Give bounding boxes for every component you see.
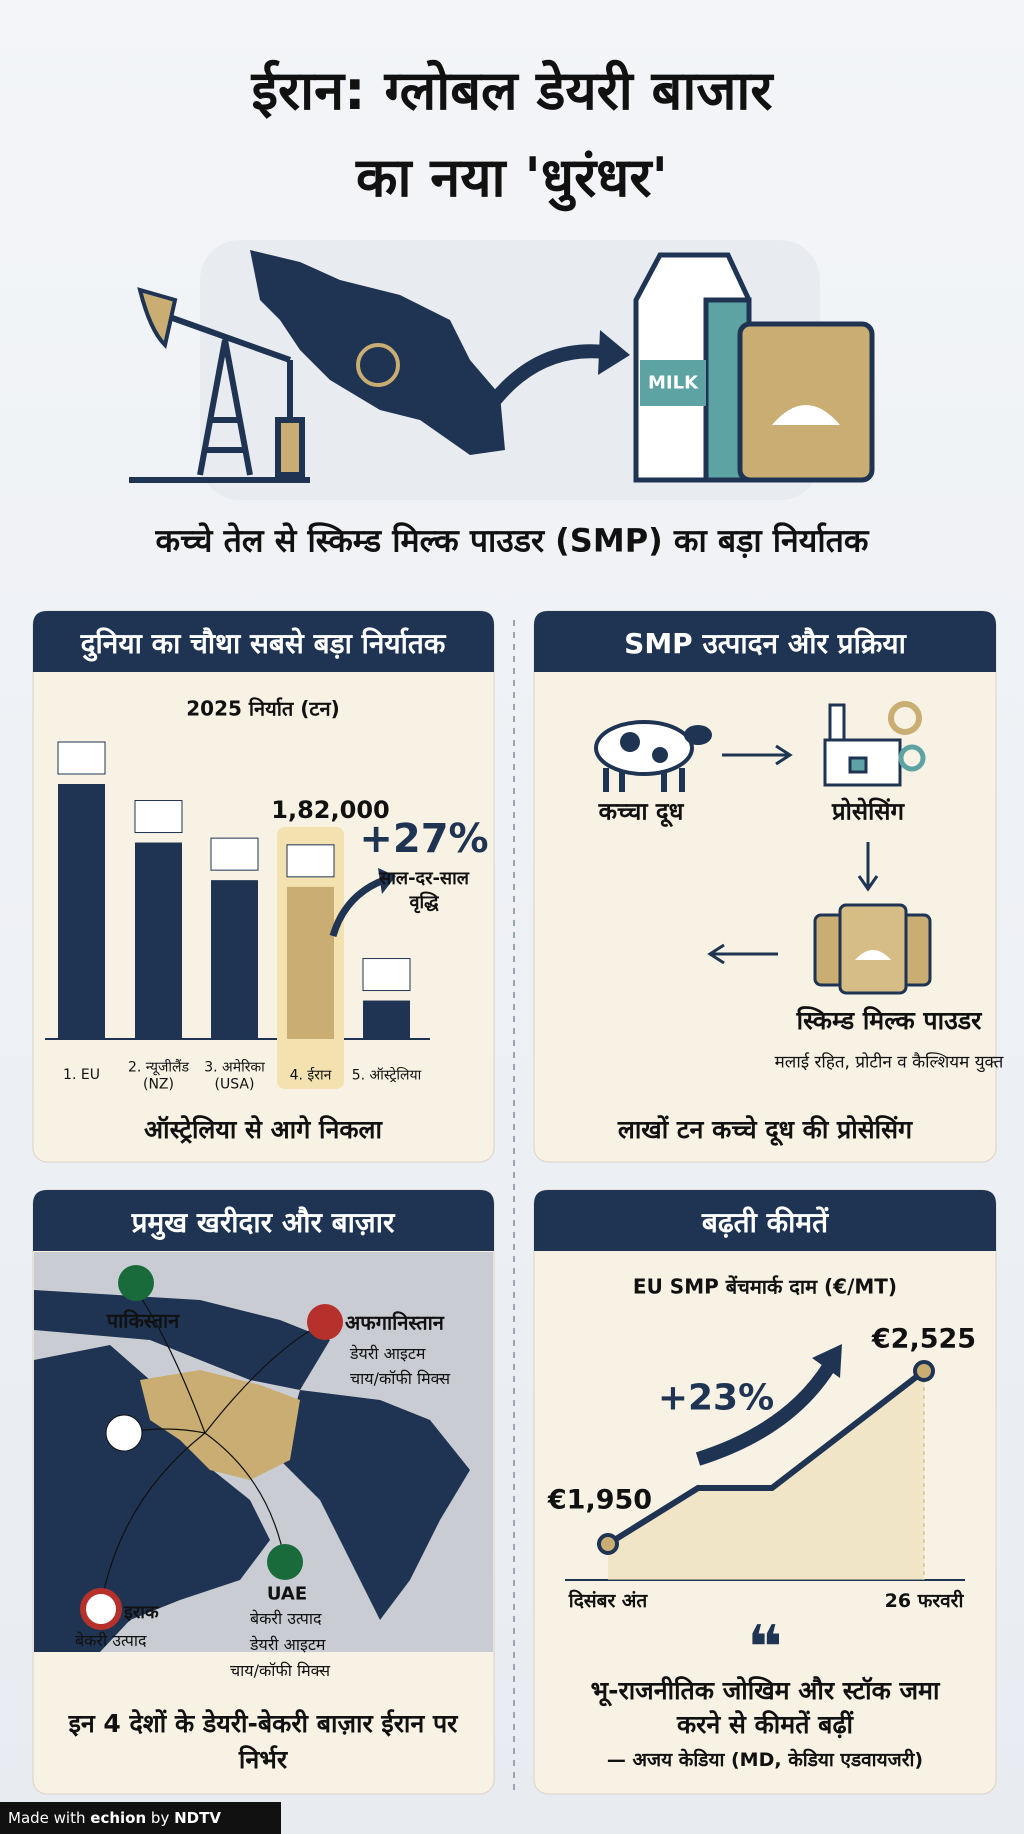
- footer-credit: Made with echion by NDTV: [8, 1809, 221, 1827]
- country-item: चाय/कॉफी मिक्स: [230, 1661, 331, 1680]
- panel-footer: लाखों टन कच्चे दूध की प्रोसेसिंग: [617, 1115, 913, 1144]
- value-label: €1,950: [547, 1484, 653, 1516]
- flow-arrow: [707, 943, 778, 965]
- oil-pump-icon: [129, 307, 310, 483]
- x-tick-label: 4. ईरान: [289, 1067, 332, 1084]
- connection-lines: [100, 1289, 326, 1606]
- title: ईरान: ग्लोबल डेयरी बाजार: [251, 59, 773, 122]
- trend-arrow-head: [812, 1344, 842, 1378]
- chart-title: 2025 निर्यात (टन): [186, 696, 340, 721]
- cow-icon: [594, 720, 712, 792]
- x-tick-label: 26 फरवरी: [884, 1590, 964, 1612]
- quote: भू-राजनीतिक जोखिम और स्टॉक जमा करने से क…: [590, 1676, 940, 1739]
- flag: [286, 844, 335, 878]
- bar: [58, 784, 105, 1039]
- carton-label: MILK: [647, 372, 699, 394]
- title: का नया 'धुरंधर': [356, 146, 668, 209]
- footer-band: [0, 1802, 281, 1834]
- panel-heading: दुनिया का चौथा सबसे बड़ा निर्यातक: [80, 627, 446, 660]
- point: [913, 1360, 935, 1382]
- arrow: [489, 344, 606, 405]
- growth-label: साल-दर-साल वृद्धि: [379, 868, 469, 913]
- milk-label-bg: [640, 360, 706, 406]
- footer-text: Made with: [8, 1809, 86, 1827]
- pump-head: [137, 287, 178, 349]
- x-tick-label: दिसंबर अंत: [568, 1590, 648, 1612]
- bar: [363, 1000, 410, 1039]
- flow-arrow: [857, 842, 879, 892]
- country-item: बेकरी उत्पाद: [75, 1631, 147, 1650]
- panel-footer: इन 4 देशों के डेयरी-बेकरी बाज़ार ईरान पर…: [68, 1709, 458, 1774]
- bar: [211, 880, 258, 1039]
- flag: [134, 800, 183, 834]
- bags-icon: [813, 903, 932, 995]
- flag: [57, 741, 106, 775]
- flow-arrow: [722, 744, 793, 766]
- footer-text: by: [150, 1809, 170, 1827]
- step: प्रोसेसिंग: [831, 797, 905, 826]
- price-line: [606, 1368, 926, 1547]
- x-tick-label: 2. न्यूजीलैंड (NZ): [127, 1059, 190, 1093]
- growth-arrow: [329, 876, 386, 938]
- growth-arrow-head: [378, 868, 396, 894]
- arrow-head: [598, 330, 630, 375]
- trend-arrow: [695, 1361, 836, 1466]
- step: कच्चा दूध: [598, 797, 684, 826]
- country: पाकिस्तान: [106, 1308, 180, 1333]
- change: +23%: [657, 1377, 775, 1419]
- country: अफगानिस्तान: [345, 1310, 444, 1335]
- attribution: — अजय केडिया (MD, केडिया एडवायजरी): [606, 1749, 924, 1771]
- iran-emblem: [356, 343, 400, 387]
- value-label: 1,82,000: [271, 795, 390, 824]
- powder-heap: [772, 405, 840, 425]
- flags: [80, 1265, 343, 1630]
- chart-title: EU SMP बेंचमार्क दाम (€/MT): [632, 1274, 898, 1299]
- country-item: चाय/कॉफी मिक्स: [350, 1369, 451, 1388]
- quote-mark: ❝: [747, 1613, 783, 1683]
- x-tick-label: 1. EU: [63, 1067, 100, 1083]
- area: [608, 1371, 924, 1580]
- panel-footer: ऑस्ट्रेलिया से आगे निकला: [144, 1115, 382, 1144]
- country-item: बेकरी उत्पाद: [250, 1609, 322, 1628]
- region-map: [34, 1252, 493, 1652]
- flag: [210, 837, 259, 871]
- bar: [287, 886, 334, 1039]
- powder-bag: [737, 321, 875, 483]
- growth: +27%: [359, 816, 489, 862]
- step: स्किम्ड मिल्क पाउडर: [796, 1006, 982, 1035]
- iran-map: [250, 250, 505, 455]
- country: इराक: [124, 1602, 159, 1623]
- product-note: मलाई रहित, प्रोटीन व कैल्शियम युक्त: [774, 1052, 1004, 1073]
- flag: [362, 958, 411, 992]
- x-tick-label: 5. ऑस्ट्रेलिया: [351, 1067, 422, 1084]
- country-item: डेयरी आइटम: [350, 1344, 426, 1363]
- footer-publisher: NDTV: [174, 1809, 221, 1827]
- value-label: €2,525: [871, 1323, 977, 1355]
- subtitle: कच्चे तेल से स्किम्ड मिल्क पाउडर (SMP) क…: [155, 521, 869, 560]
- panel-heading: प्रमुख खरीदार और बाज़ार: [131, 1206, 395, 1239]
- panel-heading: बढ़ती कीमतें: [701, 1206, 829, 1239]
- bar: [135, 842, 182, 1039]
- footer-brand: echion: [90, 1809, 147, 1827]
- country: UAE: [266, 1583, 308, 1605]
- panel-heading: SMP उत्पादन और प्रक्रिया: [624, 627, 906, 660]
- x-tick-label: 3. अमेरिका (USA): [204, 1059, 265, 1093]
- factory-icon: [823, 701, 926, 787]
- point: [597, 1533, 619, 1555]
- country-item: डेयरी आइटम: [250, 1635, 326, 1654]
